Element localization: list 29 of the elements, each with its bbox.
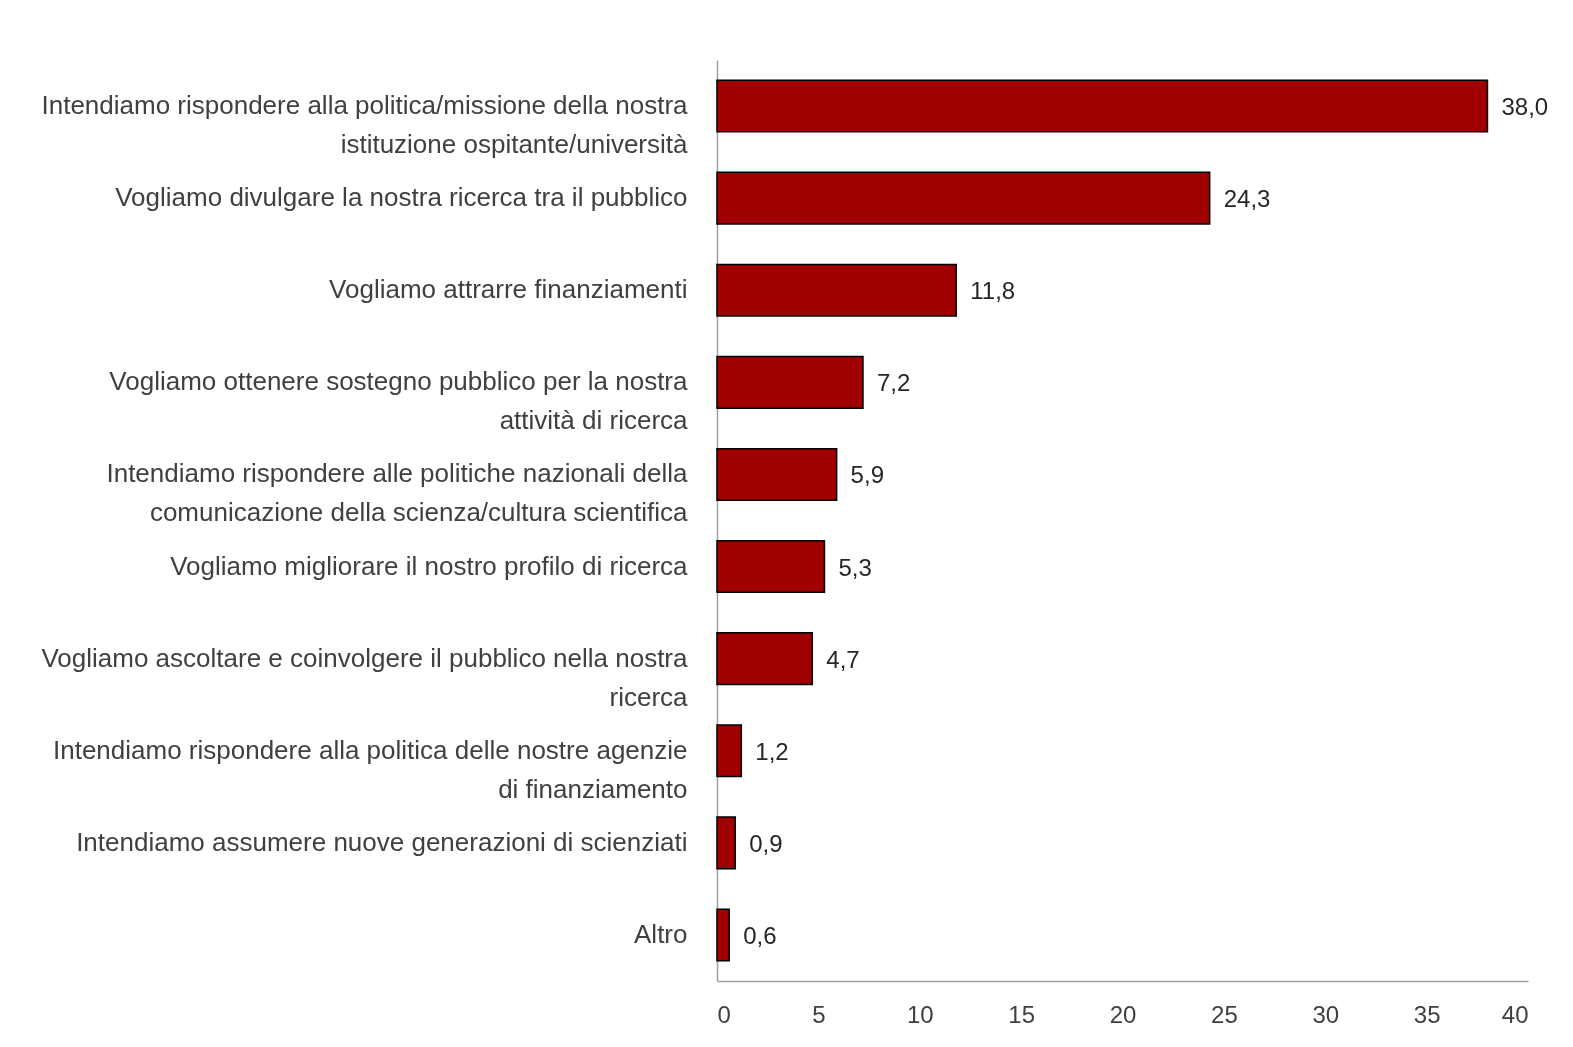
y-tick-label: Intendiamo rispondere alle politiche nazionali della comunicazione della scienza/cultura scientifica: [106, 458, 689, 528]
data-label: 5,3: [838, 553, 872, 581]
x-tick-label: 10: [906, 1000, 934, 1028]
x-tick-label: 15: [1008, 1000, 1035, 1028]
x-tick-label: 25: [1211, 1000, 1238, 1028]
data-label: 5,9: [850, 461, 884, 489]
y-tick-label: Vogliamo divulgare la nostra ricerca tra il pubblico: [115, 182, 688, 213]
data-label: 11,8: [970, 277, 1016, 305]
data-label: 0,9: [749, 829, 783, 857]
data-label: 38,0: [1501, 93, 1549, 121]
y-tick-label: Vogliamo migliorare il nostro profilo di ricerca: [170, 550, 689, 581]
data-label: 0,6: [743, 921, 777, 949]
data-label: 1,2: [755, 737, 789, 765]
x-tick-label: 0: [717, 1000, 731, 1028]
y-tick-label: Altro: [634, 918, 688, 949]
x-tick-label: 30: [1312, 1000, 1340, 1028]
y-tick-label: Vogliamo ottenere sostegno pubblico per la nostra attività di ricerca: [109, 366, 689, 436]
x-tick-label: 20: [1109, 1000, 1137, 1028]
x-tick-label: 40: [1501, 1000, 1529, 1028]
y-tick-label: Intendiamo assumere nuove generazioni di scienziati: [76, 826, 688, 857]
data-label: 24,3: [1223, 185, 1271, 213]
data-label: 7,2: [876, 369, 911, 397]
y-tick-label: Vogliamo ascoltare e coinvolgere il pubblico nella nostra ricerca: [41, 642, 689, 712]
y-tick-label: Intendiamo rispondere alla politica delle nostre agenzie di finanziamento: [52, 734, 688, 804]
data-label: 4,7: [826, 645, 860, 673]
x-tick-label: 5: [812, 1000, 826, 1028]
y-tick-label: Intendiamo rispondere alla politica/missione della nostra istituzione ospitante/università: [41, 90, 689, 160]
y-tick-label: Vogliamo attrarre finanziamenti: [329, 274, 688, 305]
x-tick-label: 35: [1413, 1000, 1441, 1028]
